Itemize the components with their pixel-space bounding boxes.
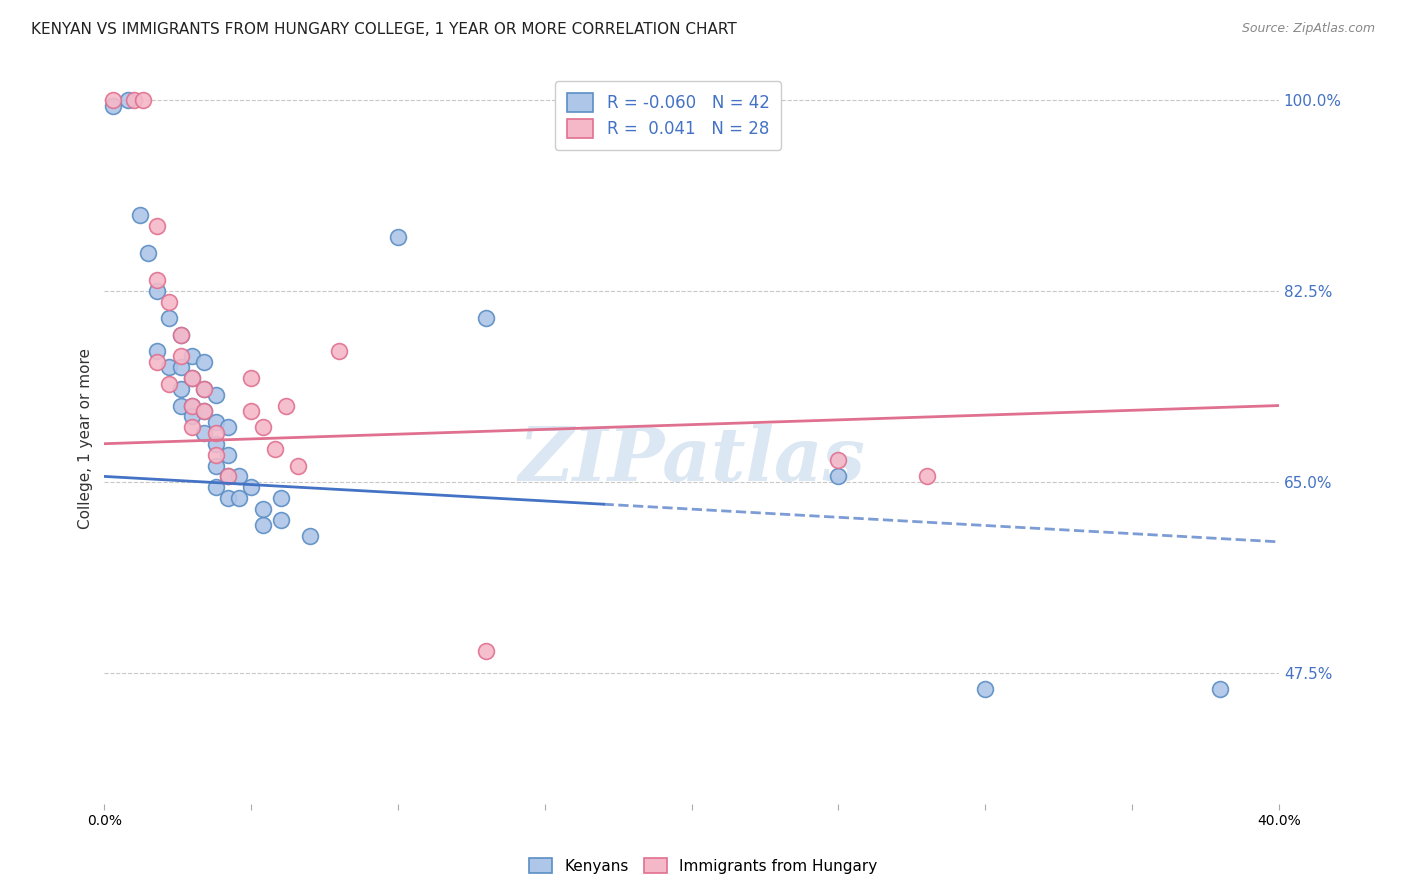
Point [205,458,228,473]
Point [193,382,215,396]
Point [217,469,239,483]
Point [240,404,263,418]
Point [122,93,145,107]
Point [228,469,250,483]
Point [252,518,274,533]
Point [240,371,263,385]
Point [205,448,228,462]
Point [205,436,228,450]
Point [217,420,239,434]
Point [217,448,239,462]
Point [240,480,263,494]
Point [131,93,153,107]
Point [117,93,139,107]
Point [157,311,180,326]
Point [181,409,204,424]
Point [193,404,215,418]
Text: Source: ZipAtlas.com: Source: ZipAtlas.com [1241,22,1375,36]
Point [157,376,180,391]
Point [170,350,193,364]
Point [827,469,849,483]
Point [146,355,169,369]
Point [475,644,498,658]
Point [252,420,274,434]
Point [217,469,239,483]
Point [146,219,169,233]
Point [181,399,204,413]
Point [387,229,409,244]
Point [263,442,285,457]
Point [205,415,228,429]
Point [287,458,309,473]
Point [270,513,292,527]
Point [252,502,274,516]
Point [475,311,498,326]
Point [181,371,204,385]
Text: ZIPatlas: ZIPatlas [519,424,865,497]
Point [170,399,193,413]
Point [827,453,849,467]
Point [270,491,292,506]
Point [1209,681,1232,696]
Point [170,327,193,342]
Point [205,480,228,494]
Point [193,382,215,396]
Point [193,355,215,369]
Point [205,425,228,440]
Point [217,491,239,506]
Point [298,529,321,543]
Point [103,98,125,112]
Y-axis label: College, 1 year or more: College, 1 year or more [79,348,93,529]
Point [146,344,169,359]
Point [328,344,350,359]
Point [974,681,997,696]
Point [915,469,938,483]
Point [170,327,193,342]
Point [181,371,204,385]
Point [157,295,180,310]
Point [157,360,180,375]
Point [170,360,193,375]
Point [193,425,215,440]
Point [128,208,150,222]
Point [181,399,204,413]
Point [193,404,215,418]
Point [181,350,204,364]
Text: KENYAN VS IMMIGRANTS FROM HUNGARY COLLEGE, 1 YEAR OR MORE CORRELATION CHART: KENYAN VS IMMIGRANTS FROM HUNGARY COLLEG… [31,22,737,37]
Point [138,246,160,260]
Point [276,399,298,413]
Point [146,273,169,287]
Point [170,382,193,396]
Point [205,387,228,401]
Legend: Kenyans, Immigrants from Hungary: Kenyans, Immigrants from Hungary [523,852,883,880]
Point [228,491,250,506]
Point [181,420,204,434]
Point [146,284,169,298]
Legend: R = -0.060   N = 42, R =  0.041   N = 28: R = -0.060 N = 42, R = 0.041 N = 28 [555,81,782,150]
Point [103,93,125,107]
